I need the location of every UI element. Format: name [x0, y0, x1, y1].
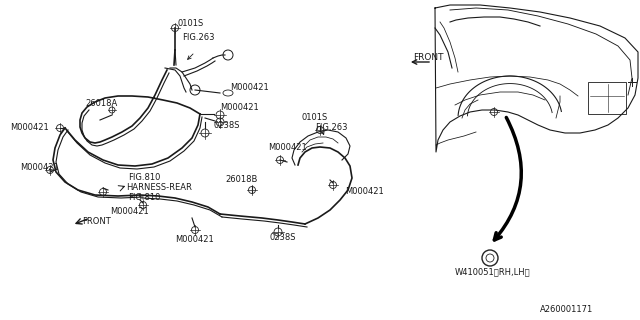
Text: M000421: M000421	[220, 103, 259, 113]
Text: M000421: M000421	[20, 164, 59, 172]
Text: FIG.263: FIG.263	[182, 33, 214, 42]
Text: W410051〈RH,LH〉: W410051〈RH,LH〉	[455, 268, 531, 276]
Text: M000421: M000421	[10, 124, 49, 132]
Text: 0238S: 0238S	[270, 234, 296, 243]
Bar	[588, 82, 626, 114]
Text: M000421: M000421	[175, 236, 214, 244]
Text: M000421: M000421	[345, 188, 384, 196]
Text: FRONT: FRONT	[82, 218, 111, 227]
Text: FIG.810: FIG.810	[128, 173, 161, 182]
Text: FIG.263: FIG.263	[315, 124, 348, 132]
Text: M000421: M000421	[268, 143, 307, 153]
Text: 0101S: 0101S	[302, 114, 328, 123]
Text: FRONT: FRONT	[413, 53, 444, 62]
Text: 0101S: 0101S	[178, 20, 204, 28]
Text: M000421: M000421	[230, 84, 269, 92]
Text: M000421: M000421	[110, 207, 148, 217]
Text: 26018B: 26018B	[225, 175, 257, 185]
Text: 0238S: 0238S	[213, 122, 239, 131]
Text: HARNESS-REAR: HARNESS-REAR	[126, 183, 192, 193]
Text: FIG.810: FIG.810	[128, 194, 161, 203]
Text: A260001171: A260001171	[540, 306, 593, 315]
Text: 26018A: 26018A	[85, 99, 117, 108]
